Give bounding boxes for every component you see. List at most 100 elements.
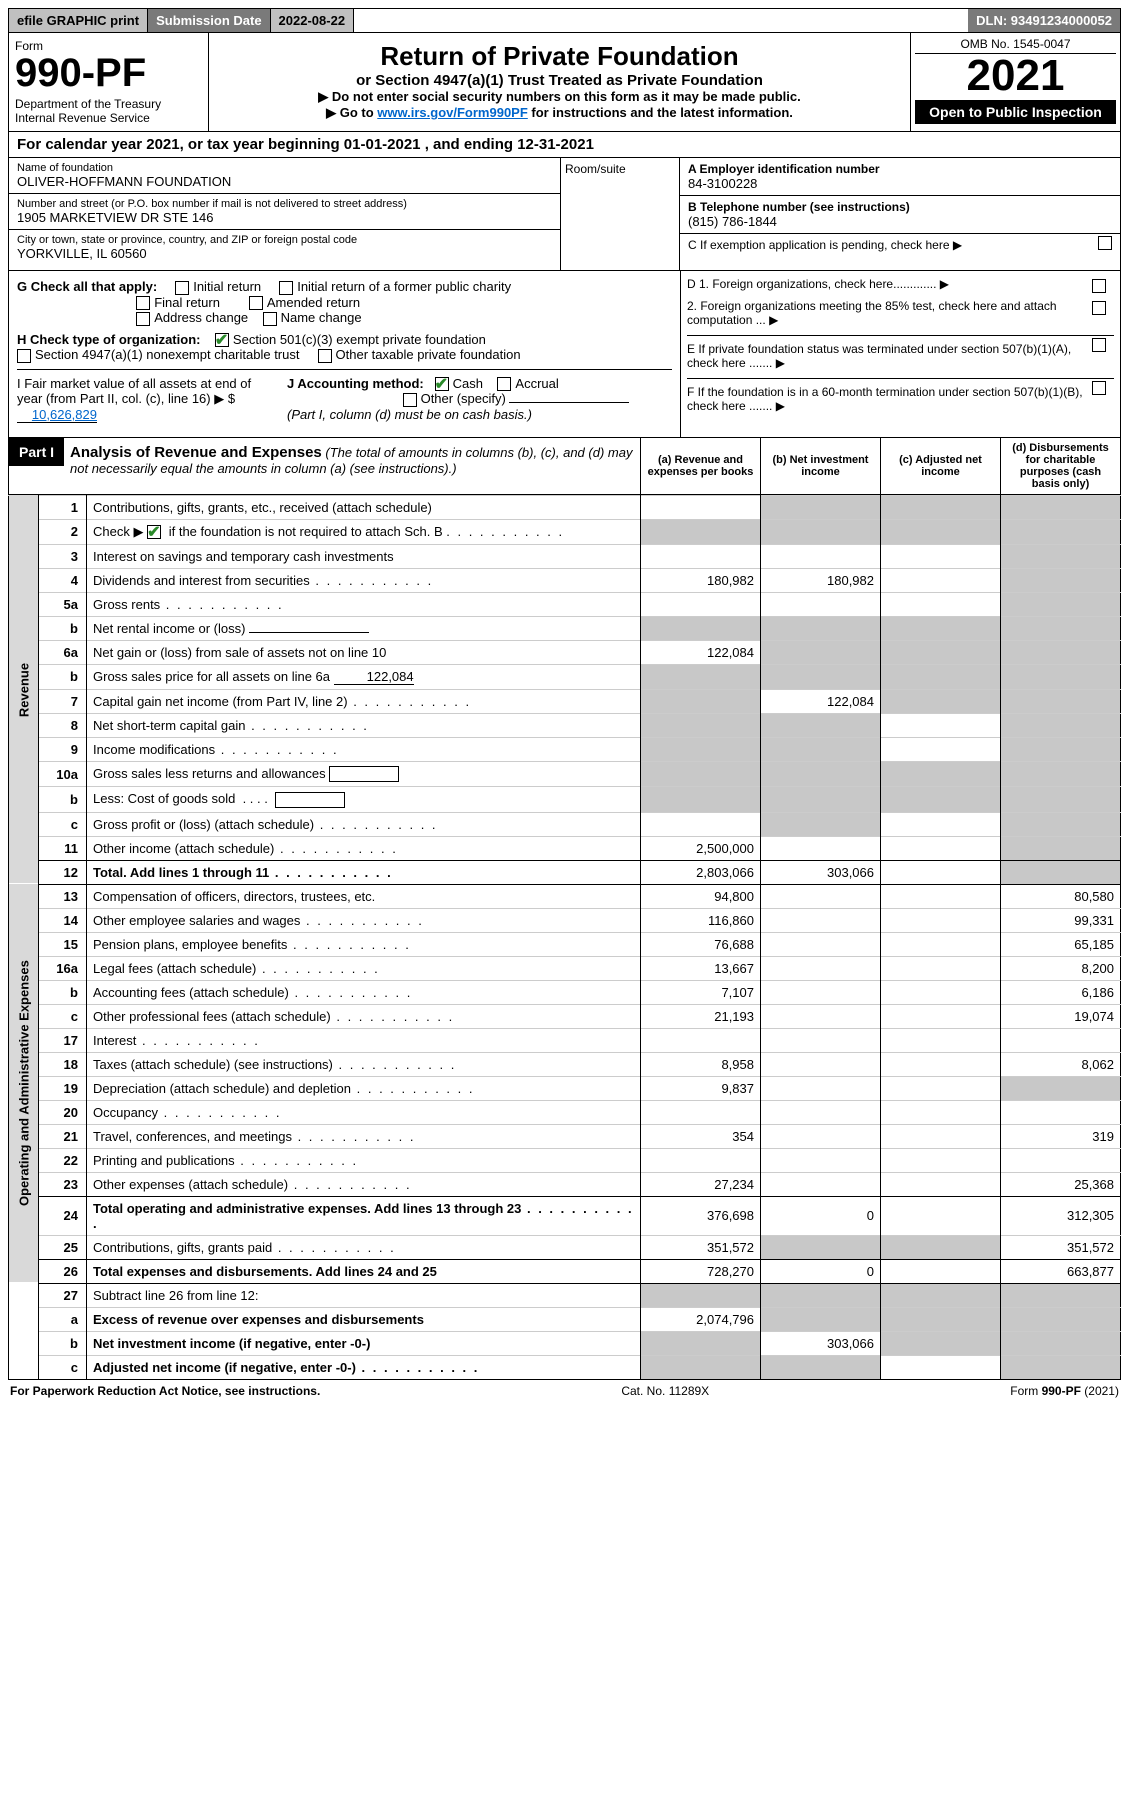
cell: 0 [761,1259,881,1283]
line-desc: Adjusted net income (if negative, enter … [87,1355,641,1379]
table-row: 4 Dividends and interest from securities… [9,568,1121,592]
other-method-checkbox[interactable] [403,393,417,407]
line-num: 5a [39,592,87,616]
cell [881,689,1001,713]
cell [881,932,1001,956]
line-desc: Printing and publications [87,1148,641,1172]
line-desc: Depreciation (attach schedule) and deple… [87,1076,641,1100]
line-num: 16a [39,956,87,980]
d1-checkbox[interactable] [1092,279,1106,293]
dots [272,1240,395,1255]
part1-label: Part I [9,438,64,466]
accrual-checkbox[interactable] [497,377,511,391]
initial-public-checkbox[interactable] [279,281,293,295]
cell [881,640,1001,664]
h-label: H Check type of organization: [17,332,200,347]
table-row: 11 Other income (attach schedule) 2,500,… [9,836,1121,860]
dln-label: DLN: 93491234000052 [968,9,1120,32]
col-a-head: (a) Revenue and expenses per books [640,438,760,494]
line-num: b [39,1331,87,1355]
line-num: 6a [39,640,87,664]
l7-text: Capital gain net income (from Part IV, l… [93,694,348,709]
cell [761,1124,881,1148]
4947-checkbox[interactable] [17,349,31,363]
g-row: G Check all that apply: Initial return I… [17,279,672,326]
line-desc: Income modifications [87,737,641,761]
cell [761,1028,881,1052]
line-desc: Gross profit or (loss) (attach schedule) [87,812,641,836]
name-change-checkbox[interactable] [263,312,277,326]
other-taxable-checkbox[interactable] [318,349,332,363]
table-row: 6a Net gain or (loss) from sale of asset… [9,640,1121,664]
foundation-name-row: Name of foundation OLIVER-HOFFMANN FOUND… [9,158,560,194]
i-block: I Fair market value of all assets at end… [17,376,267,423]
instructions-link[interactable]: www.irs.gov/Form990PF [377,105,528,120]
cell [881,1283,1001,1307]
cell [881,1172,1001,1196]
cell [761,1307,881,1331]
l10c-text: Gross profit or (loss) (attach schedule) [93,817,314,832]
cell [761,1283,881,1307]
table-row: c Gross profit or (loss) (attach schedul… [9,812,1121,836]
cash-checkbox[interactable] [435,377,449,391]
table-row: 8 Net short-term capital gain [9,713,1121,737]
cell [881,544,1001,568]
l5a-text: Gross rents [93,597,160,612]
final-return-checkbox[interactable] [136,296,150,310]
d2-checkbox[interactable] [1092,301,1106,315]
cell [881,1235,1001,1259]
table-row: 21 Travel, conferences, and meetings 354… [9,1124,1121,1148]
note-2-post: for instructions and the latest informat… [528,105,793,120]
other-taxable-label: Other taxable private foundation [336,347,521,362]
cell [761,761,881,787]
dots [274,841,397,856]
501c3-checkbox[interactable] [215,333,229,347]
dots [158,1105,281,1120]
cell [761,592,881,616]
line-num: 13 [39,884,87,908]
line-num: 18 [39,1052,87,1076]
cell [1001,1283,1121,1307]
initial-return-checkbox[interactable] [175,281,189,295]
check-left: G Check all that apply: Initial return I… [9,271,680,437]
form-id-footer: Form 990-PF (2021) [1010,1384,1119,1398]
line-desc: Gross sales price for all assets on line… [87,664,641,689]
cell [1001,761,1121,787]
dots [235,1153,358,1168]
cell [641,812,761,836]
cell: 2,803,066 [641,860,761,884]
cell: 180,982 [761,568,881,592]
line-desc: Taxes (attach schedule) (see instruction… [87,1052,641,1076]
cell [761,519,881,544]
dots [310,573,433,588]
cell [1001,689,1121,713]
cell [1001,713,1121,737]
dots [288,1177,411,1192]
cell [761,1172,881,1196]
dots [446,524,564,539]
revenue-side-label: Revenue [9,495,39,884]
address-change-checkbox[interactable] [136,312,150,326]
line-num: 12 [39,860,87,884]
line-num: b [39,664,87,689]
table-row: b Accounting fees (attach schedule) 7,10… [9,980,1121,1004]
cell [761,544,881,568]
cell [881,908,1001,932]
c-checkbox[interactable] [1098,236,1112,250]
expenses-side-label: Operating and Administrative Expenses [9,884,39,1283]
cell [761,1052,881,1076]
e-checkbox[interactable] [1092,338,1106,352]
arrow-icon: ▶ [769,313,778,327]
f-checkbox[interactable] [1092,381,1106,395]
amended-return-checkbox[interactable] [249,296,263,310]
table-row: c Adjusted net income (if negative, ente… [9,1355,1121,1379]
cell [761,1148,881,1172]
cell [1001,1331,1121,1355]
street-row: Number and street (or P.O. box number if… [9,194,560,230]
j-note: (Part I, column (d) must be on cash basi… [287,407,532,422]
name-change-label: Name change [281,310,362,325]
schedule-b-checkbox[interactable] [147,525,161,539]
cell [881,1148,1001,1172]
info-block: Name of foundation OLIVER-HOFFMANN FOUND… [8,158,1121,271]
d2-row: 2. Foreign organizations meeting the 85%… [687,299,1114,327]
